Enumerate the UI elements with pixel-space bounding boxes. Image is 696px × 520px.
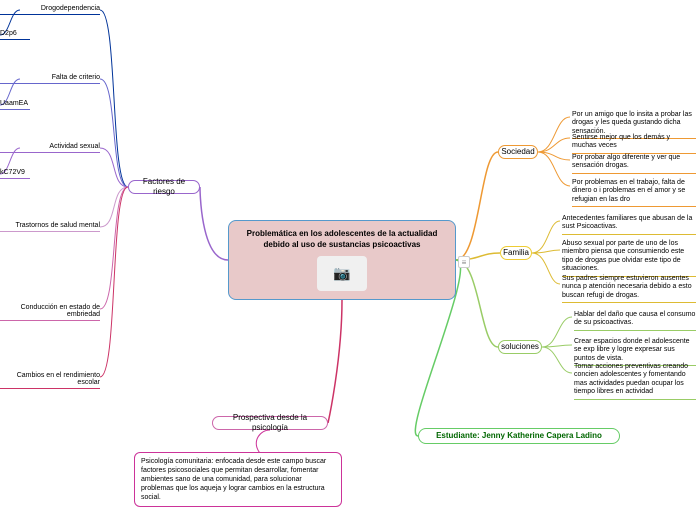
branch-sociedad[interactable]: Sociedad <box>498 145 538 159</box>
branch-prospectiva-label: Prospectiva desde la psicología <box>223 413 317 434</box>
branch-factores-label: Factores de riesgo <box>139 177 189 198</box>
leaf-2[interactable]: Actividad sexual <box>0 143 100 153</box>
right-leaf[interactable]: Por problemas en el trabajo, falta de di… <box>572 179 696 207</box>
right-leaf[interactable]: Sentirse mejor que los demás y muchas ve… <box>572 134 696 154</box>
central-title: Problemática en los adolescentes de la a… <box>237 229 447 250</box>
subleaf-2[interactable]: kC72V9 <box>0 169 30 179</box>
branch-familia-label: Familia <box>503 248 529 258</box>
leaf-1[interactable]: Falta de criterio <box>0 74 100 84</box>
leaf-0[interactable]: Drogodependencia <box>0 5 100 15</box>
branch-sociedad-label: Sociedad <box>501 147 534 157</box>
prospectiva-desc[interactable]: Psicología comunitaria: enfocada desde e… <box>134 452 342 507</box>
central-node[interactable]: Problemática en los adolescentes de la a… <box>228 220 456 300</box>
leaf-4[interactable]: Conducción en estado de embriedad <box>0 304 100 321</box>
branch-prospectiva[interactable]: Prospectiva desde la psicología <box>212 416 328 430</box>
branch-soluciones-label: soluciones <box>501 342 539 352</box>
expand-icon[interactable]: ≡ <box>458 256 470 268</box>
branch-estudiante[interactable]: Estudiante: Jenny Katherine Capera Ladin… <box>418 428 620 444</box>
right-leaf[interactable]: Sus padres siempre estuvieron ausentes n… <box>562 275 696 303</box>
image-placeholder-icon: 📷 <box>317 256 367 291</box>
right-leaf[interactable]: Hablar del daño que causa el consumo de … <box>574 311 696 331</box>
branch-familia[interactable]: Familia <box>500 246 532 260</box>
subleaf-0[interactable]: D2p6 <box>0 30 30 40</box>
subleaf-1[interactable]: UaamEA <box>0 100 30 110</box>
right-leaf[interactable]: Abuso sexual por parte de uno de los mie… <box>562 240 696 277</box>
right-leaf[interactable]: Tomar acciones preventivas creando conci… <box>574 363 696 400</box>
prospectiva-desc-text: Psicología comunitaria: enfocada desde e… <box>141 458 326 501</box>
leaf-5[interactable]: Cambios en el rendimiento escolar <box>0 372 100 389</box>
leaf-3[interactable]: Trastornos de salud mental <box>0 222 100 232</box>
branch-factores[interactable]: Factores de riesgo <box>128 180 200 194</box>
branch-soluciones[interactable]: soluciones <box>498 340 542 354</box>
branch-estudiante-label: Estudiante: Jenny Katherine Capera Ladin… <box>436 431 602 441</box>
right-leaf[interactable]: Por probar algo diferente y ver que sens… <box>572 154 696 174</box>
right-leaf[interactable]: Antecedentes familiares que abusan de la… <box>562 215 696 235</box>
right-leaf[interactable]: Crear espacios donde el adolescente se e… <box>574 338 696 366</box>
